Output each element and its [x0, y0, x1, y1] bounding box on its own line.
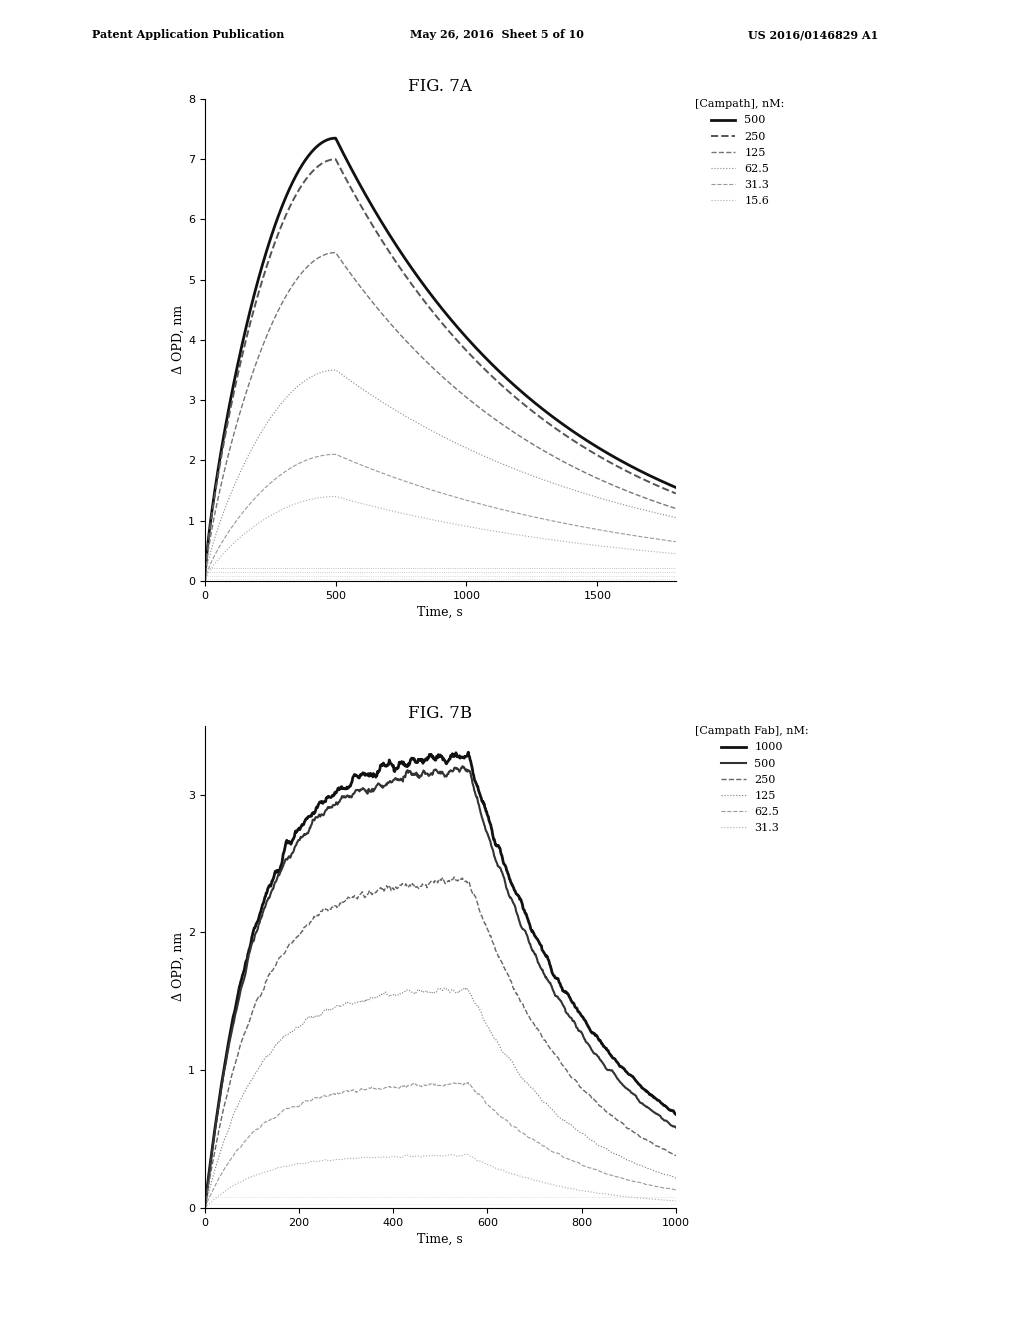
X-axis label: Time, s: Time, s — [418, 1233, 463, 1246]
X-axis label: Time, s: Time, s — [418, 606, 463, 619]
Y-axis label: Δ OPD, nm: Δ OPD, nm — [172, 305, 185, 375]
Text: US 2016/0146829 A1: US 2016/0146829 A1 — [748, 29, 878, 40]
Y-axis label: Δ OPD, nm: Δ OPD, nm — [172, 932, 185, 1002]
Title: FIG. 7A: FIG. 7A — [409, 78, 472, 95]
Legend: 500, 250, 125, 62.5, 31.3, 15.6: 500, 250, 125, 62.5, 31.3, 15.6 — [691, 95, 790, 210]
Text: May 26, 2016  Sheet 5 of 10: May 26, 2016 Sheet 5 of 10 — [410, 29, 584, 40]
Title: FIG. 7B: FIG. 7B — [409, 705, 472, 722]
Legend: 1000, 500, 250, 125, 62.5, 31.3: 1000, 500, 250, 125, 62.5, 31.3 — [691, 722, 813, 837]
Text: Patent Application Publication: Patent Application Publication — [92, 29, 285, 40]
